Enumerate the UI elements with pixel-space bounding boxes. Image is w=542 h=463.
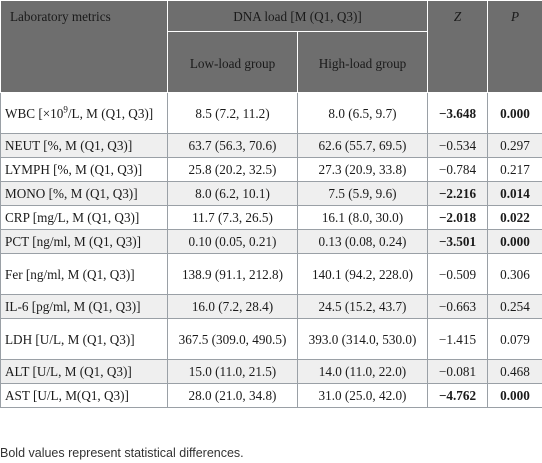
z-cell: −0.534 (427, 133, 488, 158)
metric-cell: AST [U/L, M(Q1, Q3)] (0, 383, 168, 408)
p-cell: 0.306 (487, 253, 542, 295)
table-row: CRP [mg/L, M (Q1, Q3)] 11.7 (7.3, 26.5) 16… (0, 205, 542, 230)
p-cell: 0.022 (487, 205, 542, 230)
z-cell: −0.509 (427, 253, 488, 295)
z-cell: −2.018 (427, 205, 488, 230)
header-z: Z (427, 0, 488, 93)
z-cell: −1.415 (427, 318, 488, 360)
p-cell: 0.254 (487, 294, 542, 319)
high-load-cell: 14.0 (11.0, 22.0) (297, 359, 428, 384)
p-cell: 0.079 (487, 318, 542, 360)
header-dna-load: DNA load [M (Q1, Q3)] (167, 0, 428, 32)
low-load-cell: 0.10 (0.05, 0.21) (167, 229, 298, 254)
metric-label: NEUT [%, M (Q1, Q3)] (5, 138, 133, 153)
low-load-cell: 15.0 (11.0, 21.5) (167, 359, 298, 384)
metric-label: ALT [U/L, M (Q1, Q3)] (5, 364, 132, 379)
high-load-cell: 140.1 (94.2, 228.0) (297, 253, 428, 295)
metric-cell: MONO [%, M (Q1, Q3)] (0, 181, 168, 206)
table-row: LDH [U/L, M (Q1, Q3)] 367.5 (309.0, 490.5… (0, 318, 542, 360)
z-cell: −0.663 (427, 294, 488, 319)
p-cell: 0.468 (487, 359, 542, 384)
low-load-cell: 138.9 (91.1, 212.8) (167, 253, 298, 295)
p-cell: 0.217 (487, 157, 542, 182)
low-load-cell: 63.7 (56.3, 70.6) (167, 133, 298, 158)
z-cell: −4.762 (427, 383, 488, 408)
metric-label: MONO [%, M (Q1, Q3)] (5, 186, 138, 201)
header-low-load: Low-load group (167, 31, 298, 93)
metric-label-suffix: /L, M (Q1, Q3)] (67, 105, 154, 121)
header-p: P (487, 0, 542, 93)
high-load-cell: 393.0 (314.0, 530.0) (297, 318, 428, 360)
low-load-cell: 11.7 (7.3, 26.5) (167, 205, 298, 230)
low-load-cell: 28.0 (21.0, 34.8) (167, 383, 298, 408)
metric-cell: LYMPH [%, M (Q1, Q3)] (0, 157, 168, 182)
table-row: Fer [ng/ml, M (Q1, Q3)] 138.9 (91.1, 212.… (0, 253, 542, 295)
high-load-cell: 0.13 (0.08, 0.24) (297, 229, 428, 254)
low-load-cell: 25.8 (20.2, 32.5) (167, 157, 298, 182)
metric-cell: ALT [U/L, M (Q1, Q3)] (0, 359, 168, 384)
high-load-cell: 31.0 (25.0, 42.0) (297, 383, 428, 408)
table-footnote: Bold values represent statistical differ… (0, 446, 244, 460)
high-load-cell: 16.1 (8.0, 30.0) (297, 205, 428, 230)
metric-label: LYMPH [%, M (Q1, Q3)] (5, 162, 143, 177)
z-cell: −0.081 (427, 359, 488, 384)
z-cell: −2.216 (427, 181, 488, 206)
table-row: LYMPH [%, M (Q1, Q3)] 25.8 (20.2, 32.5) 27… (0, 157, 542, 182)
high-load-cell: 8.0 (6.5, 9.7) (297, 92, 428, 134)
metric-label: Fer [ng/ml, M (Q1, Q3)] (5, 266, 135, 282)
metric-cell: PCT [ng/ml, M (Q1, Q3)] (0, 229, 168, 254)
table-header: Laboratory metrics DNA load [M (Q1, Q3)]… (0, 0, 542, 93)
p-cell: 0.014 (487, 181, 542, 206)
p-cell: 0.000 (487, 383, 542, 408)
table-body: WBC [×109/L, M (Q1, Q3)] 8.5 (7.2, 11.2) 8… (0, 92, 542, 408)
table-row: PCT [ng/ml, M (Q1, Q3)] 0.10 (0.05, 0.21)… (0, 229, 542, 254)
table-row: MONO [%, M (Q1, Q3)] 8.0 (6.2, 10.1) 7.5 (… (0, 181, 542, 206)
low-load-cell: 8.0 (6.2, 10.1) (167, 181, 298, 206)
high-load-cell: 27.3 (20.9, 33.8) (297, 157, 428, 182)
metric-label: PCT [ng/ml, M (Q1, Q3)] (5, 234, 142, 249)
table-row: ALT [U/L, M (Q1, Q3)] 15.0 (11.0, 21.5) 14… (0, 359, 542, 384)
z-cell: −3.501 (427, 229, 488, 254)
table-row: WBC [×109/L, M (Q1, Q3)] 8.5 (7.2, 11.2) 8… (0, 92, 542, 134)
z-cell: −3.648 (427, 92, 488, 134)
metric-cell: IL-6 [pg/ml, M (Q1, Q3)] (0, 294, 168, 319)
low-load-cell: 8.5 (7.2, 11.2) (167, 92, 298, 134)
metric-label: LDH [U/L, M (Q1, Q3)] (5, 331, 135, 347)
low-load-cell: 367.5 (309.0, 490.5) (167, 318, 298, 360)
high-load-cell: 62.6 (55.7, 69.5) (297, 133, 428, 158)
metric-cell: LDH [U/L, M (Q1, Q3)] (0, 318, 168, 360)
metric-cell: WBC [×109/L, M (Q1, Q3)] (0, 92, 168, 134)
p-cell: 0.000 (487, 229, 542, 254)
header-high-load: High-load group (297, 31, 428, 93)
z-cell: −0.784 (427, 157, 488, 182)
table-row: IL-6 [pg/ml, M (Q1, Q3)] 16.0 (7.2, 28.4)… (0, 294, 542, 319)
metric-label: CRP [mg/L, M (Q1, Q3)] (5, 210, 140, 225)
metric-label: WBC [×10 (5, 105, 64, 121)
p-cell: 0.297 (487, 133, 542, 158)
low-load-cell: 16.0 (7.2, 28.4) (167, 294, 298, 319)
high-load-cell: 7.5 (5.9, 9.6) (297, 181, 428, 206)
metric-cell: Fer [ng/ml, M (Q1, Q3)] (0, 253, 168, 295)
table-row: AST [U/L, M(Q1, Q3)] 28.0 (21.0, 34.8) 31.… (0, 383, 542, 408)
metric-label: AST [U/L, M(Q1, Q3)] (5, 388, 129, 403)
p-cell: 0.000 (487, 92, 542, 134)
high-load-cell: 24.5 (15.2, 43.7) (297, 294, 428, 319)
metric-superscript: 9 (63, 104, 68, 115)
metric-cell: CRP [mg/L, M (Q1, Q3)] (0, 205, 168, 230)
metric-label: IL-6 [pg/ml, M (Q1, Q3)] (5, 299, 141, 314)
header-metric: Laboratory metrics (0, 0, 168, 93)
lab-metrics-table: Laboratory metrics DNA load [M (Q1, Q3)]… (0, 0, 542, 408)
table-row: NEUT [%, M (Q1, Q3)] 63.7 (56.3, 70.6) 62.… (0, 133, 542, 158)
metric-cell: NEUT [%, M (Q1, Q3)] (0, 133, 168, 158)
